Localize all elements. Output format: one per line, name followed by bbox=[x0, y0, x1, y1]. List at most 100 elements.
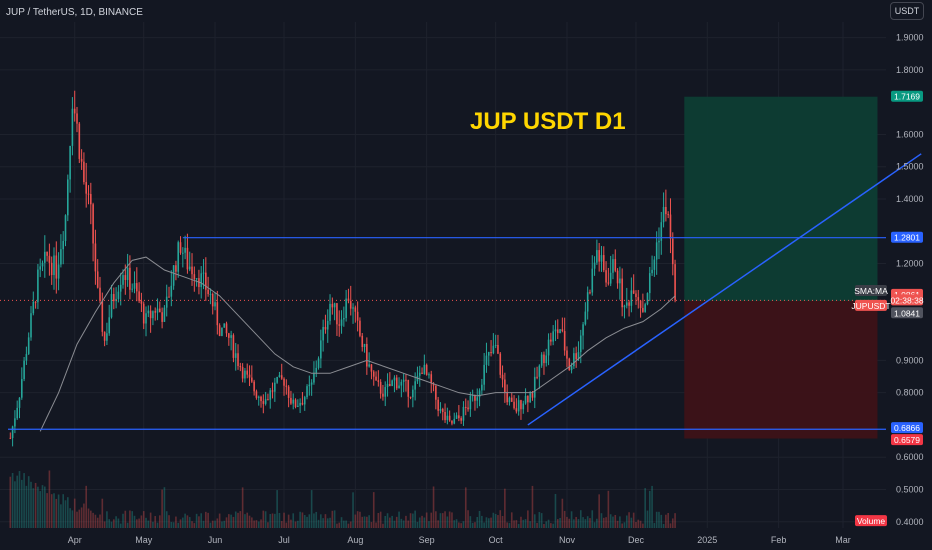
candle-body bbox=[60, 249, 62, 265]
volume-bar bbox=[99, 514, 101, 528]
candle-body bbox=[322, 326, 324, 341]
volume-bar bbox=[370, 522, 373, 528]
candle-body bbox=[170, 285, 173, 297]
volume-bar bbox=[239, 511, 242, 528]
candle-body bbox=[421, 372, 423, 374]
candle-body bbox=[536, 376, 538, 378]
volume-bar bbox=[531, 485, 534, 528]
candles bbox=[9, 90, 676, 447]
currency-button[interactable]: USDT bbox=[890, 2, 924, 20]
volume-bar bbox=[593, 522, 596, 528]
volume-bar bbox=[359, 511, 361, 528]
volume-bar bbox=[103, 521, 106, 528]
candle-body bbox=[108, 317, 111, 334]
time-tick-label: Nov bbox=[559, 535, 576, 545]
candle-body bbox=[140, 301, 143, 304]
volume-bar bbox=[255, 520, 258, 528]
time-axis[interactable]: Apr May Jun Jul Aug Sep Oct Nov Dec 2025 Feb Mar bbox=[68, 535, 851, 545]
volume-bar bbox=[67, 497, 69, 528]
candle-body bbox=[260, 396, 262, 402]
volume-bar bbox=[78, 509, 81, 528]
candle-body bbox=[186, 247, 189, 270]
target-zone[interactable] bbox=[684, 96, 878, 301]
candle-body bbox=[522, 403, 525, 410]
candle-body bbox=[48, 255, 51, 263]
volume-bar bbox=[416, 521, 419, 528]
volume-bar bbox=[278, 512, 281, 528]
volume-bar bbox=[423, 517, 426, 528]
time-tick-label: Sep bbox=[419, 535, 435, 545]
volume-bar bbox=[154, 516, 157, 528]
candle-body bbox=[575, 353, 577, 360]
volume-bar bbox=[303, 515, 306, 528]
volume-bar bbox=[504, 488, 506, 528]
volume-bar bbox=[145, 517, 147, 528]
candle-body bbox=[653, 259, 656, 270]
candle-body bbox=[616, 270, 619, 284]
price-tag bbox=[855, 299, 887, 311]
price-tag-label: 02:38:38 bbox=[890, 295, 923, 305]
volume-bar bbox=[20, 479, 23, 528]
candle-body bbox=[294, 399, 297, 408]
price-tick-label: 1.4000 bbox=[896, 194, 924, 204]
volume-bar bbox=[619, 516, 621, 528]
candle-body bbox=[308, 384, 311, 387]
volume-bar bbox=[294, 521, 297, 528]
volume-bar bbox=[444, 511, 446, 528]
volume-bar bbox=[458, 522, 460, 528]
volume-bar bbox=[308, 514, 311, 528]
volume-bar bbox=[543, 523, 545, 528]
candle-body bbox=[674, 264, 676, 301]
candle-body bbox=[508, 397, 511, 403]
candle-body bbox=[18, 397, 21, 408]
candle-body bbox=[593, 262, 596, 269]
candle-body bbox=[377, 380, 380, 382]
price-tag bbox=[891, 422, 923, 434]
trendline[interactable] bbox=[527, 153, 922, 426]
volume-bar bbox=[522, 519, 525, 528]
volume-bar bbox=[218, 513, 221, 528]
volume-bar bbox=[90, 510, 92, 528]
candle-body bbox=[621, 278, 623, 308]
volume-bar bbox=[674, 513, 676, 528]
candle-body bbox=[368, 364, 370, 367]
candle-body bbox=[469, 395, 472, 410]
volume-bar bbox=[237, 512, 239, 528]
candle-body bbox=[437, 399, 439, 411]
volume-bar bbox=[306, 516, 308, 528]
candle-body bbox=[285, 385, 288, 387]
price-tag bbox=[891, 434, 923, 446]
candle-body bbox=[292, 399, 295, 404]
candle-body bbox=[444, 411, 446, 421]
time-tick-label: Feb bbox=[771, 535, 787, 545]
candle-body bbox=[409, 396, 412, 398]
volume-bar bbox=[621, 523, 623, 528]
trend-line[interactable] bbox=[527, 153, 922, 426]
volume-bar bbox=[584, 519, 587, 528]
volume-bar bbox=[186, 515, 189, 528]
volume-bar bbox=[193, 523, 196, 528]
volume-bar bbox=[287, 514, 290, 528]
candle-body bbox=[370, 364, 373, 372]
volume-bar bbox=[609, 514, 612, 528]
candle-body bbox=[9, 437, 12, 439]
volume-bar bbox=[57, 494, 60, 528]
candle-body bbox=[161, 312, 163, 322]
price-axis[interactable]: 1.9000 1.8000 1.6000 1.5000 1.4000 1.2000 0.90… bbox=[896, 33, 924, 527]
volume-bar bbox=[366, 516, 368, 528]
candle-body bbox=[515, 408, 518, 412]
volume-bar bbox=[27, 476, 30, 528]
volume-bar bbox=[142, 511, 145, 528]
candle-body bbox=[384, 387, 387, 397]
candle-body bbox=[92, 204, 94, 244]
stop-zone[interactable] bbox=[684, 300, 878, 439]
horizontal-levels[interactable] bbox=[0, 237, 886, 430]
candle-body bbox=[499, 353, 502, 375]
volume-bar bbox=[320, 514, 322, 528]
volume-bar bbox=[156, 522, 159, 528]
volume-bar bbox=[393, 520, 396, 528]
volume-bar bbox=[101, 498, 104, 528]
candle-body bbox=[366, 343, 368, 367]
